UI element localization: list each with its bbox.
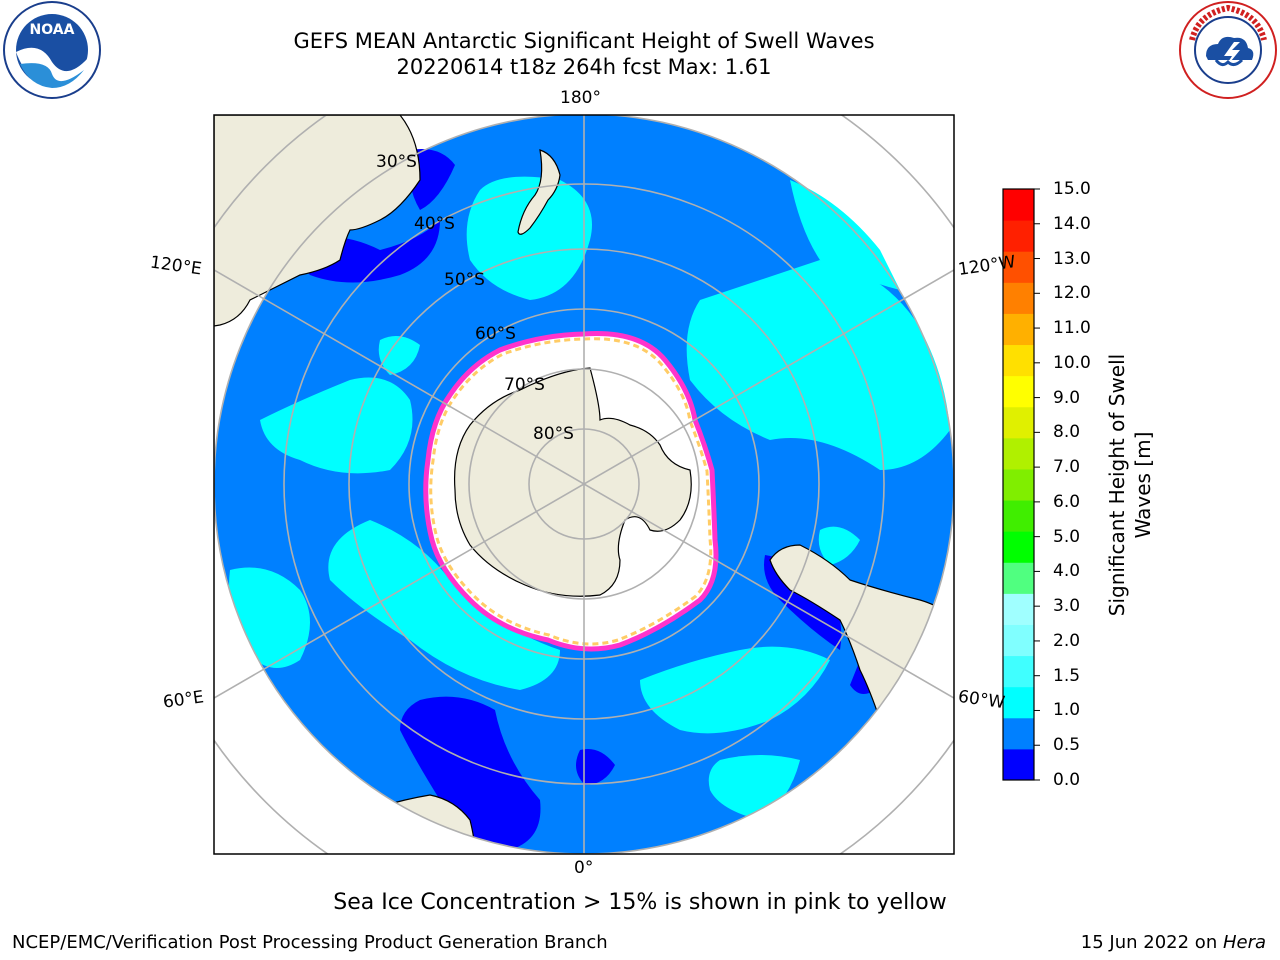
colorbar-frame bbox=[1002, 188, 1035, 781]
footer-credit: NCEP/EMC/Verification Post Processing Pr… bbox=[12, 932, 608, 953]
colorbar-swatch bbox=[1003, 717, 1034, 750]
colorbar-tick-label: 13.0 bbox=[1053, 248, 1091, 269]
map-frame bbox=[213, 114, 955, 855]
lat-label-50s: 50°S bbox=[444, 270, 485, 290]
noaa-logo-text: NOAA bbox=[30, 22, 75, 38]
colorbar-tick-label: 11.0 bbox=[1053, 318, 1091, 339]
colorbar-swatch bbox=[1003, 655, 1034, 688]
colorbar-swatch bbox=[1003, 375, 1034, 408]
colorbar-tick-label: 5.0 bbox=[1053, 526, 1081, 547]
colorbar-swatch bbox=[1003, 344, 1034, 377]
lon-label-180: 180° bbox=[560, 88, 601, 108]
footer-date: 15 Jun 2022 on Hera bbox=[1081, 932, 1266, 953]
colorbar-swatch bbox=[1003, 189, 1034, 221]
colorbar-swatch bbox=[1003, 313, 1034, 346]
colorbar-swatch bbox=[1003, 562, 1034, 594]
colorbar-tick-label: 7.0 bbox=[1053, 457, 1081, 478]
colorbar-swatch bbox=[1003, 282, 1034, 314]
nws-logo bbox=[1179, 1, 1277, 99]
colorbar-tick-label: 8.0 bbox=[1053, 422, 1081, 443]
noaa-logo: NOAA bbox=[3, 1, 101, 99]
outside-domain bbox=[214, 484, 584, 854]
australia-landmass bbox=[214, 115, 421, 327]
colorbar-tick-label: 4.0 bbox=[1053, 561, 1081, 582]
colorbar-tick-label: 9.0 bbox=[1053, 387, 1081, 408]
colorbar-tick-label: 3.0 bbox=[1053, 596, 1081, 617]
colorbar bbox=[1003, 188, 1040, 781]
colorbar-label: Significant Height of Swell Waves [m] bbox=[1105, 353, 1155, 617]
colorbar-swatch bbox=[1003, 686, 1034, 719]
colorbar-tick-label: 0.5 bbox=[1053, 735, 1081, 756]
colorbar-tick-label: 14.0 bbox=[1053, 213, 1091, 234]
colorbar-swatch bbox=[1003, 468, 1034, 501]
footer-date-text: 15 Jun 2022 on bbox=[1080, 932, 1223, 953]
colorbar-tick-label: 10.0 bbox=[1053, 352, 1091, 373]
colorbar-swatch bbox=[1003, 406, 1034, 439]
lon-label-0: 0° bbox=[574, 858, 594, 878]
colorbar-tick-label: 1.0 bbox=[1053, 700, 1081, 721]
new-zealand-landmass bbox=[517, 149, 561, 235]
outside-domain bbox=[584, 484, 954, 854]
lat-label-40s: 40°S bbox=[414, 214, 455, 234]
longitude-grid bbox=[214, 115, 954, 854]
lat-label-30s: 30°S bbox=[376, 152, 417, 172]
sea-ice-note: Sea Ice Concentration > 15% is shown in … bbox=[333, 890, 947, 915]
colorbar-tick-label: 0.0 bbox=[1053, 770, 1081, 790]
colorbar-swatch bbox=[1003, 748, 1034, 781]
sea-ice-edge bbox=[429, 337, 713, 646]
chart-title: GEFS MEAN Antarctic Significant Height o… bbox=[293, 29, 875, 53]
footer-host: Hera bbox=[1222, 932, 1266, 953]
swell-1-1.5m-areas bbox=[229, 176, 950, 820]
colorbar-tick-label: 2.0 bbox=[1053, 630, 1081, 651]
colorbar-tick-label: 12.0 bbox=[1053, 283, 1091, 304]
lat-label-60s: 60°S bbox=[475, 324, 516, 344]
colorbar-swatch bbox=[1003, 624, 1034, 657]
colorbar-swatch bbox=[1003, 531, 1034, 563]
colorbar-swatch bbox=[1003, 251, 1034, 283]
colorbar-tick-label: 6.0 bbox=[1053, 491, 1081, 512]
lat-label-70s: 70°S bbox=[504, 375, 545, 395]
colorbar-swatch bbox=[1003, 500, 1034, 532]
colorbar-swatch bbox=[1003, 593, 1034, 625]
colorbar-tick-label: 1.5 bbox=[1053, 665, 1081, 686]
colorbar-swatch bbox=[1003, 437, 1034, 470]
lat-label-80s: 80°S bbox=[533, 424, 574, 444]
chart-subtitle: 20220614 t18z 264h fcst Max: 1.61 bbox=[396, 55, 772, 79]
colorbar-tick-label: 15.0 bbox=[1053, 179, 1091, 199]
colorbar-swatch bbox=[1003, 220, 1034, 252]
antarctica-landmass bbox=[453, 367, 692, 597]
